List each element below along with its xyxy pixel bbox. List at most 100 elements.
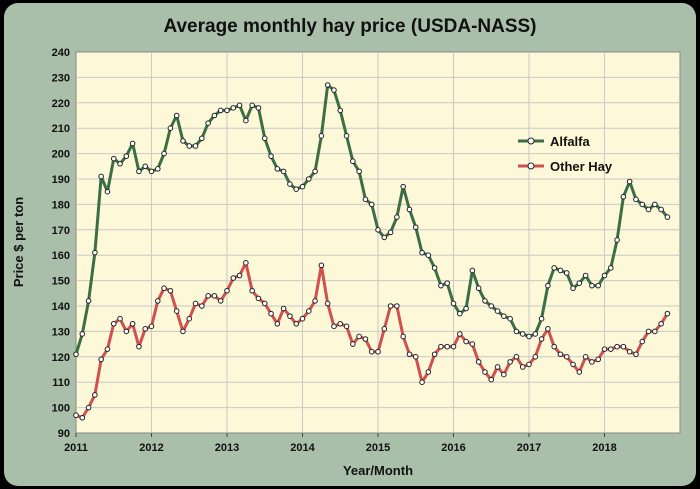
data-point [652,201,658,208]
data-point [444,343,451,350]
data-point [249,102,255,109]
y-tick-label: 120 [52,352,70,364]
data-point [589,359,595,365]
data-point [570,285,576,292]
data-point [438,282,444,289]
data-point [438,343,444,350]
data-point [104,188,111,195]
data-point [626,348,633,355]
data-point [545,326,551,332]
y-tick-label: 170 [52,225,70,237]
data-point [387,303,394,309]
data-point [186,143,193,149]
data-point [633,351,639,358]
data-point [394,303,400,309]
data-point [167,287,174,294]
data-point [425,252,432,258]
data-point [79,414,86,421]
data-point [217,107,224,114]
data-point [312,298,318,304]
series-alfalfa [73,82,671,358]
x-tick-label: 2017 [517,442,541,454]
data-point [249,287,255,294]
data-point [192,300,199,307]
y-tick-label: 130 [52,326,70,338]
data-point [526,361,532,368]
data-point [293,320,300,327]
data-point [173,112,180,119]
data-point [98,173,104,180]
data-point [79,331,86,337]
data-point [652,328,658,335]
data-point [607,265,614,271]
data-point [224,287,230,294]
data-point [639,201,646,208]
hay-price-chart: Average monthly hay price (USDA-NASS) 90… [11,16,681,478]
data-point [343,133,350,139]
data-point [318,262,325,269]
data-point [614,237,620,243]
data-point [73,412,79,419]
data-point [117,315,123,322]
data-point [532,354,539,360]
data-point [444,280,451,286]
data-point [639,338,646,345]
data-point [494,364,501,370]
data-point [117,160,123,167]
x-tick-label: 2014 [290,442,315,454]
data-point [255,105,262,111]
y-tick-label: 160 [52,250,70,262]
data-point [211,112,218,119]
data-point [199,303,205,309]
data-point [255,295,262,302]
x-tick-label: 2018 [592,442,616,454]
data-point [526,333,532,340]
data-point [469,267,476,274]
data-point [545,282,551,289]
data-point [501,313,507,319]
data-point [142,163,149,170]
y-tick-label: 220 [52,98,70,110]
data-point [519,364,526,370]
data-point [73,351,79,358]
data-point [161,285,167,292]
data-point [595,282,602,289]
y-tick-label: 150 [52,276,70,288]
data-point [412,224,419,231]
data-point [620,343,627,350]
data-point [375,348,381,355]
data-point [394,214,400,220]
data-point [324,82,331,88]
data-point [211,293,218,299]
data-point [110,155,117,162]
data-point [148,168,155,175]
data-point [148,323,155,330]
data-point [400,183,406,190]
data-point [595,356,602,363]
data-point [280,168,287,175]
data-point [538,336,545,342]
data-point [243,260,249,266]
y-tick-label: 230 [52,72,70,84]
data-point [192,143,199,149]
data-point [199,135,205,142]
data-point [129,320,136,327]
data-point [142,326,149,332]
data-point [92,392,98,398]
chart-frame: Average monthly hay price (USDA-NASS) 90… [4,3,696,486]
data-point [287,313,293,319]
data-point [85,404,92,411]
data-point [450,343,457,350]
data-point [406,206,413,213]
y-axis-label: Price $ per ton [11,197,26,287]
data-point [469,341,476,347]
x-tick-label: 2016 [441,442,465,454]
data-point [217,298,224,304]
data-point [362,336,369,342]
data-point [456,310,463,317]
data-point [658,320,664,327]
y-tick-label: 210 [52,123,70,135]
data-point [154,298,161,304]
data-point [381,234,388,241]
legend-label: Other Hay [550,159,613,174]
